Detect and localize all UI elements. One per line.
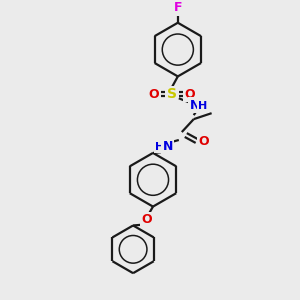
Text: N: N	[190, 99, 200, 112]
Text: O: O	[184, 88, 195, 101]
Text: O: O	[142, 213, 152, 226]
Text: F: F	[174, 1, 182, 14]
Text: H: H	[155, 142, 165, 152]
Text: N: N	[163, 140, 173, 154]
Text: O: O	[198, 134, 209, 148]
Text: S: S	[167, 87, 177, 101]
Text: H: H	[198, 101, 207, 111]
Text: O: O	[149, 88, 159, 101]
